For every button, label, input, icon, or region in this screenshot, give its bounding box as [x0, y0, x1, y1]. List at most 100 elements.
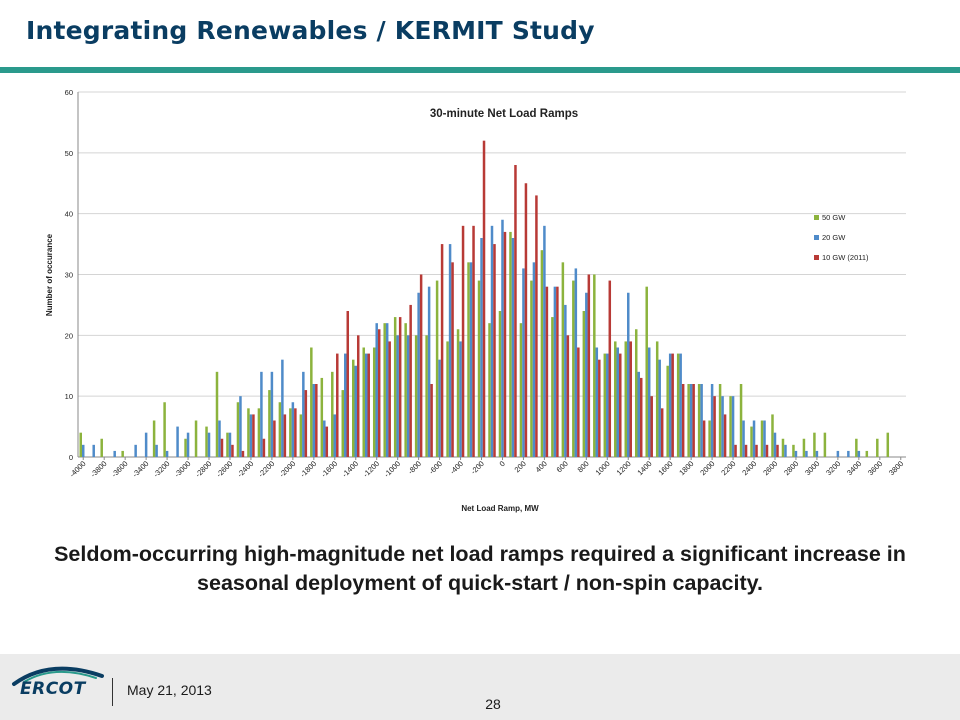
bar-50-gw	[645, 286, 648, 457]
legend-label: 50 GW	[822, 213, 846, 222]
bar-20-gw	[501, 219, 504, 457]
bar-50-gw	[404, 323, 407, 457]
bar-50-gw	[614, 341, 617, 457]
bar-50-gw	[530, 280, 533, 457]
bar-50-gw	[331, 371, 334, 457]
bar-20-gw	[647, 347, 651, 457]
bar-10-gw-2011-	[262, 438, 266, 457]
bar-50-gw	[792, 444, 795, 457]
bar-20-gw	[396, 335, 399, 457]
bar-50-gw	[771, 414, 774, 457]
bar-50-gw	[687, 384, 690, 457]
bar-20-gw	[721, 396, 724, 457]
bar-20-gw	[616, 347, 620, 457]
bar-10-gw-2011-	[723, 414, 727, 457]
bar-20-gw	[281, 359, 284, 457]
bar-20-gw	[585, 292, 588, 457]
chart-legend: 50 GW 20 GW 10 GW (2011)	[814, 213, 869, 262]
bar-50-gw	[813, 432, 816, 457]
bar-20-gw	[668, 353, 672, 457]
y-tick-label: 60	[65, 88, 73, 97]
bar-50-gw	[823, 432, 827, 457]
bar-20-gw	[522, 268, 525, 457]
bar-50-gw	[509, 231, 512, 457]
bar-20-gw	[165, 450, 169, 457]
y-tick-label: 20	[65, 331, 73, 340]
bar-50-gw	[79, 432, 82, 457]
bar-20-gw	[134, 444, 137, 457]
bar-10-gw-2011-	[755, 444, 758, 457]
legend-swatch	[814, 235, 819, 240]
bar-20-gw	[794, 450, 798, 457]
bar-20-gw	[658, 359, 661, 457]
bar-10-gw-2011-	[440, 244, 444, 457]
bar-10-gw-2011-	[315, 384, 318, 457]
bar-10-gw-2011-	[283, 414, 287, 457]
bar-10-gw-2011-	[252, 414, 255, 457]
bar-10-gw-2011-	[430, 384, 433, 457]
bar-20-gw	[144, 432, 148, 457]
x-tick-label: 0	[498, 459, 507, 468]
bar-50-gw	[456, 329, 460, 457]
ercot-logo-text: ERCOT	[20, 679, 86, 699]
bar-50-gw	[666, 365, 669, 457]
bar-10-gw-2011-	[514, 165, 517, 457]
x-axis-title: Net Load Ramp, MW	[461, 504, 539, 513]
bar-10-gw-2011-	[304, 390, 308, 457]
bar-50-gw	[247, 408, 250, 457]
bar-10-gw-2011-	[671, 353, 674, 457]
legend-label: 10 GW (2011)	[822, 253, 869, 262]
slide-caption: Seldom-occurring high-magnitude net load…	[54, 542, 906, 595]
bar-20-gw	[207, 432, 211, 457]
bar-10-gw-2011-	[535, 195, 538, 458]
bar-20-gw	[81, 444, 85, 457]
bar-50-gw	[865, 450, 869, 457]
y-tick-label: 40	[65, 210, 73, 219]
bar-50-gw	[352, 359, 355, 457]
bar-10-gw-2011-	[294, 408, 297, 457]
bar-20-gw	[364, 353, 368, 457]
bar-10-gw-2011-	[336, 353, 339, 457]
bar-10-gw-2011-	[660, 408, 664, 457]
bar-50-gw	[100, 438, 103, 457]
bar-10-gw-2011-	[598, 359, 601, 457]
bar-10-gw-2011-	[524, 183, 528, 457]
bar-10-gw-2011-	[451, 262, 454, 457]
bar-20-gw	[176, 426, 179, 457]
bar-20-gw	[815, 450, 819, 457]
bar-50-gw	[226, 432, 229, 457]
bar-50-gw	[414, 335, 418, 457]
bar-10-gw-2011-	[356, 335, 360, 457]
bar-10-gw-2011-	[681, 384, 685, 457]
bar-10-gw-2011-	[734, 444, 737, 457]
bar-10-gw-2011-	[577, 347, 580, 457]
page-number: 28	[485, 696, 501, 712]
bar-10-gw-2011-	[346, 311, 350, 457]
bar-10-gw-2011-	[482, 140, 486, 458]
bar-20-gw	[606, 353, 609, 457]
bar-20-gw	[239, 396, 242, 457]
bar-50-gw	[362, 347, 365, 457]
bar-10-gw-2011-	[765, 444, 769, 457]
y-tick-label: 30	[65, 271, 73, 280]
bar-10-gw-2011-	[503, 231, 507, 457]
bar-20-gw	[406, 335, 410, 457]
bar-50-gw	[697, 384, 701, 457]
bar-20-gw	[218, 420, 221, 457]
bar-20-gw	[270, 371, 274, 457]
bar-10-gw-2011-	[744, 444, 748, 457]
bar-50-gw	[739, 384, 743, 457]
bar-10-gw-2011-	[619, 353, 622, 457]
bar-50-gw	[561, 262, 565, 457]
bar-50-gw	[551, 317, 554, 457]
bar-20-gw	[805, 450, 808, 457]
bar-20-gw	[260, 371, 263, 457]
bar-20-gw	[186, 432, 190, 457]
bar-50-gw	[876, 438, 879, 457]
bar-50-gw	[519, 323, 523, 457]
bar-50-gw	[372, 347, 376, 457]
bar-20-gw	[155, 444, 158, 457]
bar-50-gw	[467, 262, 470, 457]
bar-50-gw	[425, 335, 428, 457]
